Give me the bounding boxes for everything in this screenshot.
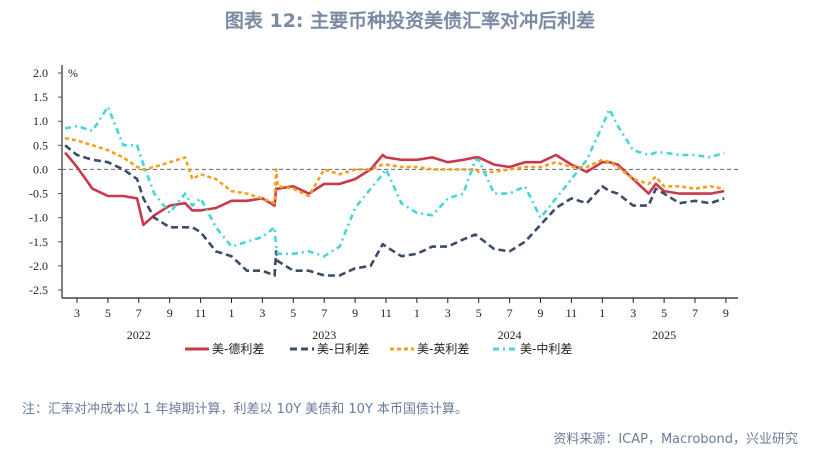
legend-label: 美-英利差 xyxy=(417,342,469,356)
x-year-label: 2024 xyxy=(498,328,522,342)
series-line-2 xyxy=(64,136,725,205)
y-tick-label: 1.0 xyxy=(33,114,48,128)
x-tick-label: 5 xyxy=(661,306,667,320)
y-tick-label: -1.0 xyxy=(29,211,48,225)
x-year-label: 2023 xyxy=(312,328,336,342)
legend-label: 美-中利差 xyxy=(520,341,572,356)
x-tick-label: 1 xyxy=(599,306,605,320)
y-tick-label: -2.0 xyxy=(29,259,48,273)
x-tick-label: 5 xyxy=(290,306,296,320)
x-year-label: 2022 xyxy=(127,328,151,342)
x-tick-label: 7 xyxy=(692,306,698,320)
x-tick-label: 3 xyxy=(630,306,636,320)
x-tick-label: 9 xyxy=(352,306,358,320)
x-tick-label: 11 xyxy=(195,306,207,320)
x-tick-label: 3 xyxy=(259,306,265,320)
y-tick-label: 2.0 xyxy=(33,66,48,80)
legend-label: 美-日利差 xyxy=(317,342,369,356)
x-tick-label: 9 xyxy=(723,306,729,320)
x-tick-label: 3 xyxy=(74,306,80,320)
y-tick-label: -1.5 xyxy=(29,235,48,249)
x-tick-label: 11 xyxy=(566,306,578,320)
x-tick-label: 7 xyxy=(136,306,142,320)
x-tick-label: 9 xyxy=(167,306,173,320)
x-tick-label: 5 xyxy=(476,306,482,320)
x-tick-label: 7 xyxy=(321,306,327,320)
x-tick-label: 5 xyxy=(105,306,111,320)
y-axis-unit: % xyxy=(68,66,78,80)
chart-title: 图表 12: 主要币种投资美债汇率对冲后利差 xyxy=(224,10,596,32)
x-tick-label: 7 xyxy=(507,306,513,320)
y-tick-label: -0.5 xyxy=(29,187,48,201)
series-line-1 xyxy=(64,144,725,277)
y-tick-label: -2.5 xyxy=(29,283,48,297)
x-tick-label: 9 xyxy=(538,306,544,320)
x-tick-label: 3 xyxy=(445,306,451,320)
x-tick-label: 1 xyxy=(414,306,420,320)
legend-label: 美-德利差 xyxy=(212,341,264,356)
x-tick-label: 1 xyxy=(229,306,235,320)
x-tick-label: 11 xyxy=(380,306,392,320)
chart-source: 资料来源：ICAP，Macrobond，兴业研究 xyxy=(553,432,798,447)
y-tick-label: 1.5 xyxy=(33,90,48,104)
chart-note: 注：汇率对冲成本以 1 年掉期计算，利差以 10Y 美债和 10Y 本币国债计算… xyxy=(22,402,469,417)
y-tick-label: 0.0 xyxy=(33,162,48,176)
series-line-3 xyxy=(64,105,725,258)
x-year-label: 2025 xyxy=(652,328,676,342)
y-tick-label: 0.5 xyxy=(33,138,48,152)
